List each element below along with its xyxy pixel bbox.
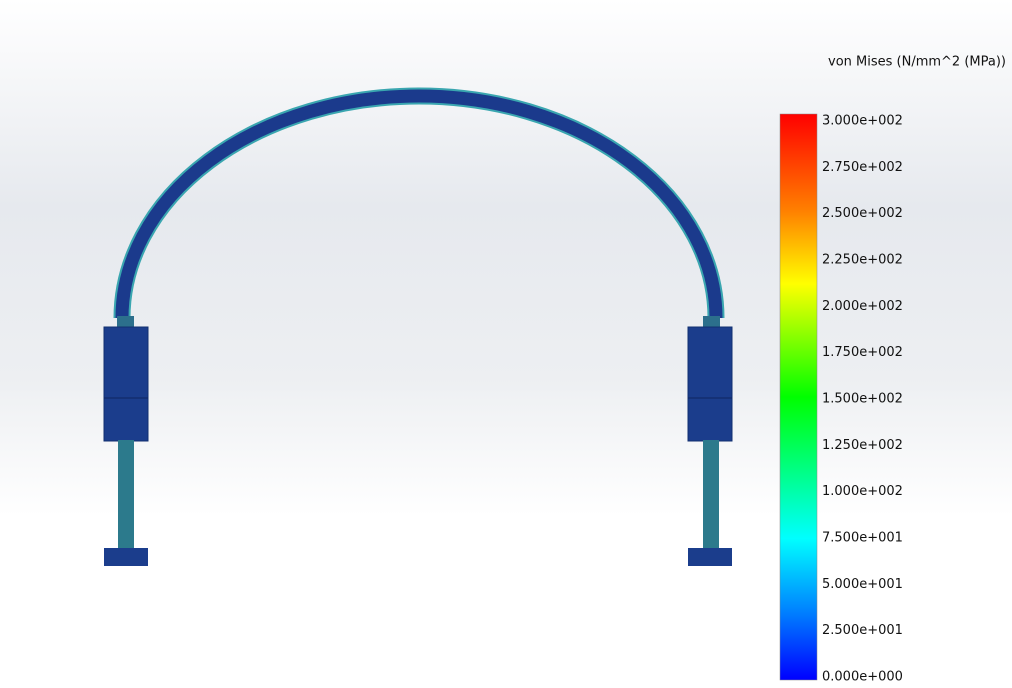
shaft [703,440,719,548]
legend-label: 1.500e+002 [822,392,903,407]
legend-label: 0.000e+000 [822,670,903,685]
legend-label: 2.250e+002 [822,253,903,268]
page: {"legend": {"title": "von Mises (N/mm^2 … [0,0,1012,688]
legend-label: 5.000e+001 [822,577,903,592]
legend-label: 1.750e+002 [822,345,903,360]
legend-label: 2.750e+002 [822,160,903,175]
legend-label: 3.000e+002 [822,114,903,129]
neck [703,316,720,328]
legend-title: von Mises (N/mm^2 (MPa)) [828,55,1006,70]
neck [117,316,134,328]
legend-label: 1.000e+002 [822,484,903,499]
legend-label: 1.250e+002 [822,438,903,453]
base [688,548,732,566]
base [104,548,148,566]
legend-label: 7.500e+001 [822,531,903,546]
block [104,327,148,441]
legend-label: 2.500e+001 [822,623,903,638]
block [688,327,732,441]
shaft [118,440,134,548]
legend-label: 2.500e+002 [822,206,903,221]
color-bar [780,114,817,680]
viewport: von Mises (N/mm^2 (MPa)) 3.000e+002 2.750… [0,0,1012,688]
legend-label: 2.000e+002 [822,299,903,314]
